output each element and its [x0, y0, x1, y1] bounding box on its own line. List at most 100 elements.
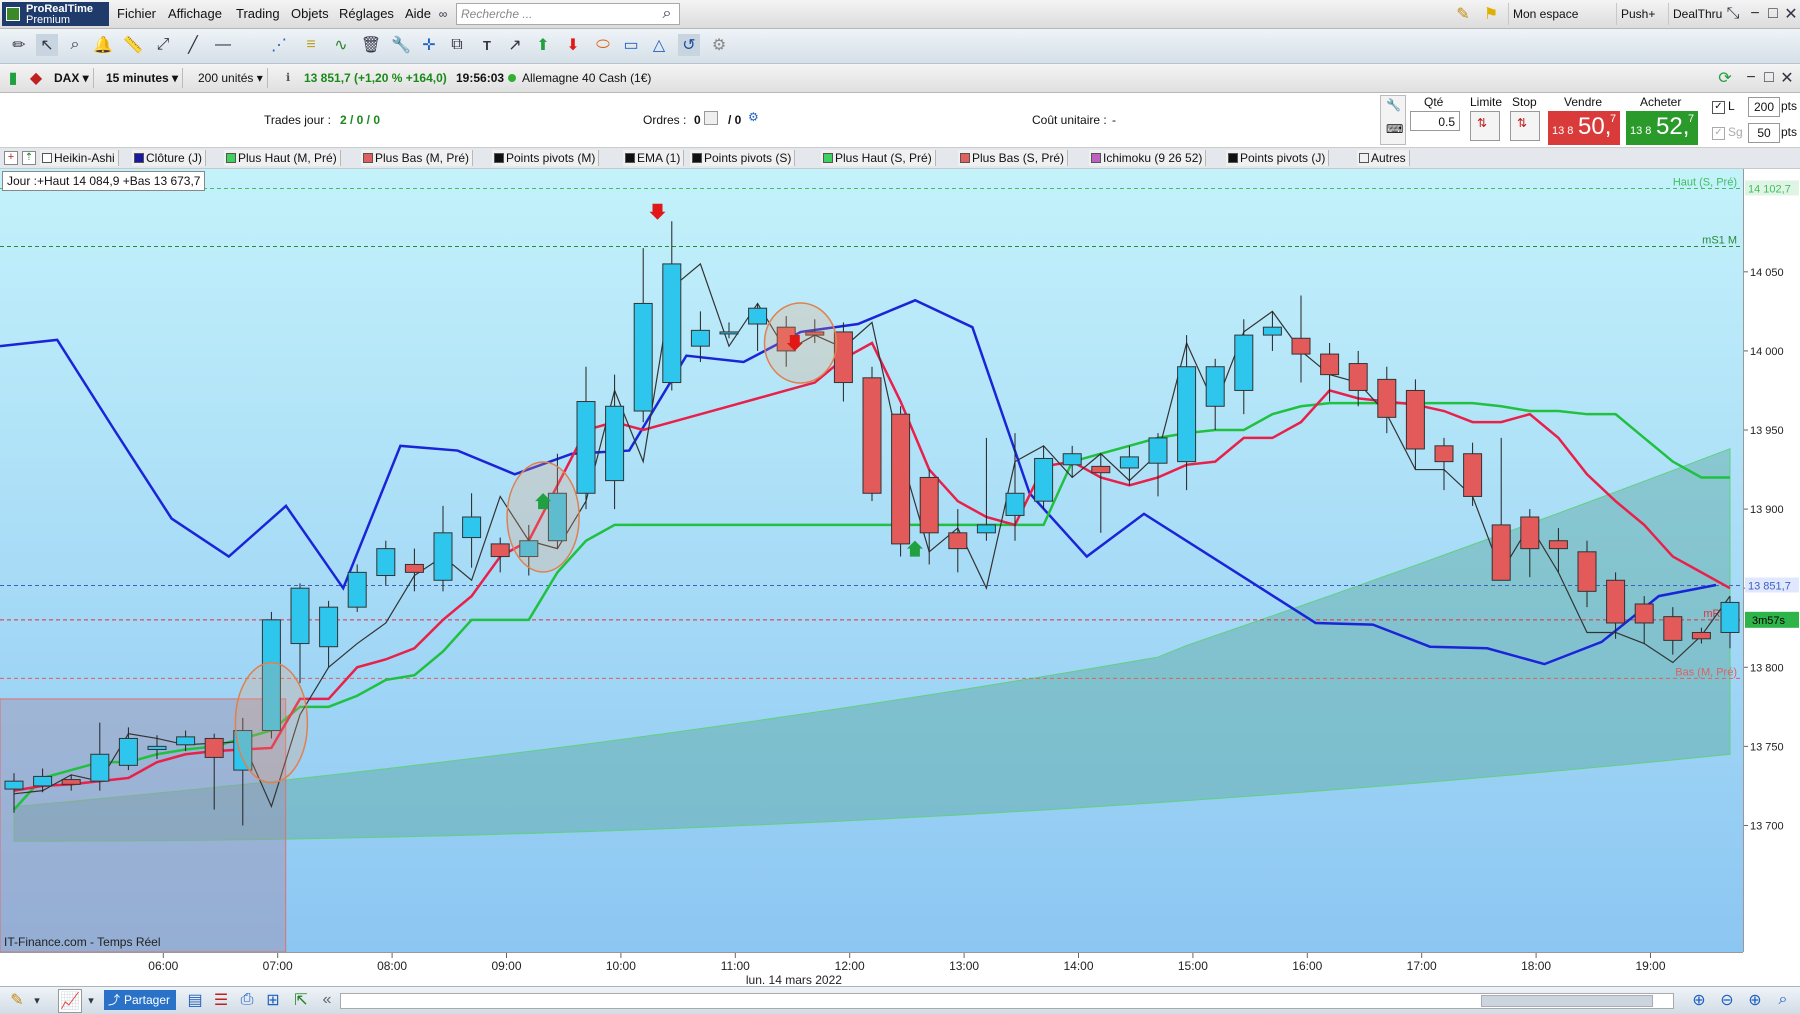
menu-aide[interactable]: Aide [405, 6, 432, 21]
pencil-icon[interactable]: ✏ [12, 37, 26, 54]
layout-icon[interactable]: ⊞ [266, 992, 280, 1009]
panel-maximize-icon[interactable]: □ [1764, 69, 1774, 86]
limit-order-button[interactable]: ⇅ [1470, 111, 1500, 141]
draw-mode-icon[interactable]: ✎ [10, 992, 24, 1009]
chart-type-menu-icon[interactable]: ▾ [88, 994, 94, 1007]
crosshair-icon[interactable]: ✛ [422, 37, 436, 54]
rectangle-tool-icon[interactable]: ▭ [623, 37, 639, 54]
arrow-down-red-icon[interactable]: ⬇ [566, 37, 580, 54]
orders-settings-icon[interactable]: ⚙ [748, 110, 759, 124]
refresh-icon[interactable]: ⟳ [1718, 70, 1732, 87]
draw-mode-menu-icon[interactable]: ▾ [34, 994, 40, 1007]
wrench-small-icon[interactable]: 🔧 [1386, 98, 1401, 112]
trend-tool-icon[interactable]: ⤢ [156, 36, 170, 53]
wrench-icon[interactable]: 🔧 [391, 37, 411, 54]
text-tool-icon[interactable]: T [483, 37, 491, 53]
sell-button[interactable]: 13 8 50, 7 [1548, 111, 1620, 145]
export-icon[interactable]: ⇱ [294, 992, 308, 1009]
pts-input-2[interactable]: 50 [1748, 123, 1780, 143]
bookmark-icon[interactable]: ◆ [29, 70, 43, 87]
close-icon[interactable]: ✕ [1784, 6, 1798, 23]
panel-close-icon[interactable]: ✕ [1780, 70, 1794, 87]
horizontal-scrollbar[interactable] [340, 993, 1674, 1009]
time-axis[interactable]: 06:00 07:00 08:00 09:00 10:00 11:00 12:00 13:00… [0, 952, 1743, 987]
scrollbar-thumb[interactable] [1481, 995, 1653, 1007]
indicator-11[interactable]: Autres [1357, 150, 1410, 166]
indicator-10[interactable]: Points pivots (J) [1226, 150, 1330, 166]
buy-button[interactable]: 13 8 52, 7 [1626, 111, 1698, 145]
candle-icon[interactable]: ▮ [8, 70, 18, 87]
flag-icon[interactable]: ⚑ [1483, 6, 1499, 23]
zoom-reset-icon[interactable]: ⌕ [1778, 991, 1788, 1008]
sg-checkbox[interactable]: ✓ [1712, 127, 1725, 140]
indicator-6[interactable]: Points pivots (S) [690, 150, 796, 166]
indicator-1[interactable]: Clôture (J) [132, 150, 207, 166]
pts-input-1[interactable]: 200 [1748, 97, 1780, 117]
search-input[interactable]: Recherche ... [456, 3, 680, 25]
ruler-icon[interactable]: 📏 [123, 37, 143, 54]
pen-tool-icon[interactable]: ✎ [1456, 6, 1470, 23]
panel-minimize-icon[interactable]: − [1746, 69, 1756, 86]
keyboard-icon[interactable]: ⌨ [1386, 122, 1404, 136]
menu-fichier[interactable]: Fichier [117, 6, 157, 21]
horizontal-line-icon[interactable]: — [215, 36, 231, 53]
indicator-4[interactable]: Points pivots (M) [492, 150, 600, 166]
push-button[interactable]: Push+ [1616, 3, 1659, 25]
indicator-3[interactable]: Plus Bas (M, Pré) [361, 150, 474, 166]
chart-type-icon[interactable]: 📈 [58, 989, 82, 1013]
indicator-2[interactable]: Plus Haut (M, Pré) [224, 150, 341, 166]
menu-objets[interactable]: Objets [291, 6, 329, 21]
indicator-0[interactable]: Heikin-Ashi [40, 150, 119, 166]
alert-bell-icon[interactable]: 🔔 [93, 37, 113, 54]
indicator-9[interactable]: Ichimoku (9 26 52) [1089, 150, 1207, 166]
maximize-icon[interactable]: □ [1768, 5, 1778, 22]
units-dropdown[interactable]: 200 unités ▾ [194, 68, 268, 88]
resize-icon[interactable]: ⤡ [1726, 5, 1740, 22]
mon-espace-button[interactable]: Mon espace [1508, 3, 1582, 25]
arrow-up-green-icon[interactable]: ⬆ [536, 37, 550, 54]
ellipse-tool-icon[interactable]: ⬭ [596, 36, 610, 53]
menu-trading[interactable]: Trading [236, 6, 280, 21]
stop-order-button[interactable]: ⇅ [1510, 111, 1540, 141]
undo-icon[interactable]: ↺ [678, 34, 700, 56]
channel-icon[interactable]: ≡ [306, 36, 316, 53]
binoculars-icon[interactable]: ∞ [438, 7, 448, 21]
indicator-5[interactable]: EMA (1) [623, 150, 685, 166]
symbol-dropdown[interactable]: DAX ▾ [50, 68, 94, 88]
orders-window-icon[interactable] [704, 111, 718, 125]
copy-icon[interactable]: ⧉ [451, 36, 463, 53]
zoom-icon[interactable]: ⌕ [70, 36, 80, 53]
indicator-7[interactable]: Plus Haut (S, Pré) [821, 150, 936, 166]
search-icon[interactable]: ⌕ [662, 5, 672, 22]
dealthru-button[interactable]: DealThru [1668, 3, 1726, 25]
settings-icon[interactable]: ⚙ [711, 37, 727, 54]
indicator-8[interactable]: Plus Bas (S, Pré) [958, 150, 1069, 166]
fibonacci-icon[interactable]: ⋰ [271, 37, 287, 54]
arrow-tool-icon[interactable]: ↗ [508, 37, 522, 54]
collapse-icon[interactable]: « [322, 991, 332, 1008]
l-checkbox[interactable]: ✓ [1712, 101, 1725, 114]
zoom-in-icon[interactable]: ⊕ [1748, 992, 1762, 1009]
add-indicator-icon[interactable]: + [4, 151, 18, 165]
cursor-icon[interactable]: ↖ [36, 34, 58, 56]
window-icon[interactable]: ▤ [187, 992, 203, 1009]
zoom-fit-icon[interactable]: ⊕ [1692, 992, 1706, 1009]
print-icon[interactable]: ⎙ [240, 991, 254, 1008]
zoom-out-icon[interactable]: ⊖ [1720, 992, 1734, 1009]
timeframe-dropdown[interactable]: 15 minutes ▾ [102, 68, 184, 88]
trash-icon[interactable]: 🗑 [360, 37, 382, 54]
add-chart-icon[interactable]: ⇡ [22, 151, 36, 165]
share-button[interactable]: ⤴ Partager [104, 990, 177, 1010]
qty-input[interactable]: 0.5 [1410, 111, 1460, 131]
wave-icon[interactable]: ∿ [334, 37, 348, 54]
line-tool-icon[interactable]: ╱ [188, 37, 198, 54]
menu-reglages[interactable]: Réglages [339, 6, 394, 21]
info-icon[interactable]: ℹ [286, 72, 291, 84]
menu-affichage[interactable]: Affichage [168, 6, 222, 21]
minimize-icon[interactable]: − [1750, 5, 1760, 22]
list-icon[interactable]: ☰ [213, 992, 229, 1009]
triangle-tool-icon[interactable]: △ [652, 37, 666, 54]
